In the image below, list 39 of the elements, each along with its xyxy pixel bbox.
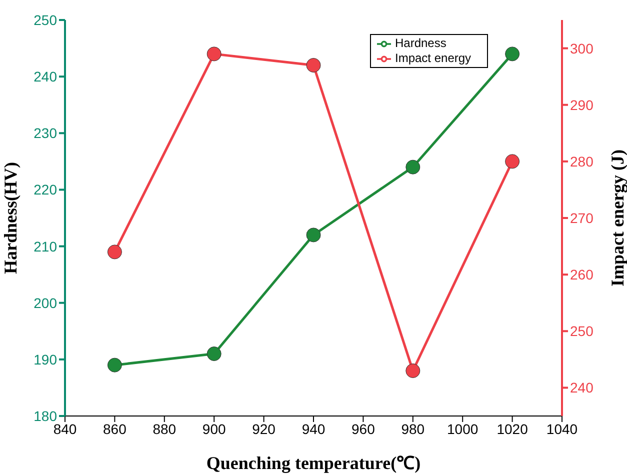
y2-tick-label: 250 — [570, 323, 594, 340]
y-axis-title: Hardness(HV) — [0, 162, 20, 274]
x-tick-label: 860 — [103, 420, 127, 437]
x-tick-label: 1000 — [447, 420, 478, 437]
y-tick-label: 190 — [34, 351, 58, 368]
y-tick-label: 240 — [34, 68, 58, 85]
y2-tick-label: 280 — [570, 153, 594, 170]
x-tick-label: 1020 — [496, 420, 528, 437]
x-axis-title: Quenching temperature(℃) — [206, 453, 421, 473]
y-tick-label: 200 — [34, 294, 58, 311]
legend-label: Impact energy — [395, 50, 472, 65]
x-tick-label: 940 — [302, 420, 326, 437]
x-tick-label: 960 — [352, 420, 376, 437]
x-tick-label: 1040 — [546, 420, 578, 437]
x-tick-label: 880 — [152, 420, 176, 437]
y-tick-label: 220 — [34, 182, 58, 198]
y-tick-label: 230 — [34, 125, 58, 142]
y2-tick-label: 270 — [570, 210, 594, 226]
x-tick-label: 920 — [252, 420, 276, 437]
point — [107, 358, 122, 372]
y-tick-label: 210 — [34, 238, 58, 254]
point — [505, 46, 520, 62]
point — [406, 363, 420, 378]
x-tick-label: 900 — [202, 420, 226, 437]
legend-label: Hardness — [395, 36, 446, 50]
point — [306, 58, 321, 73]
point — [206, 346, 222, 362]
point — [206, 46, 222, 62]
point — [406, 160, 420, 174]
point — [505, 154, 520, 169]
y2-axis-title: Impact energy (J) — [607, 150, 627, 286]
y-tick-label: 250 — [34, 12, 58, 28]
y2-tick-label: 290 — [570, 96, 594, 113]
y2-tick-label: 260 — [570, 266, 594, 283]
point — [306, 228, 321, 242]
x-tick-label: 980 — [401, 420, 425, 437]
point — [107, 244, 122, 260]
y2-tick-label: 240 — [570, 380, 594, 396]
y2-tick-label: 300 — [570, 40, 594, 56]
